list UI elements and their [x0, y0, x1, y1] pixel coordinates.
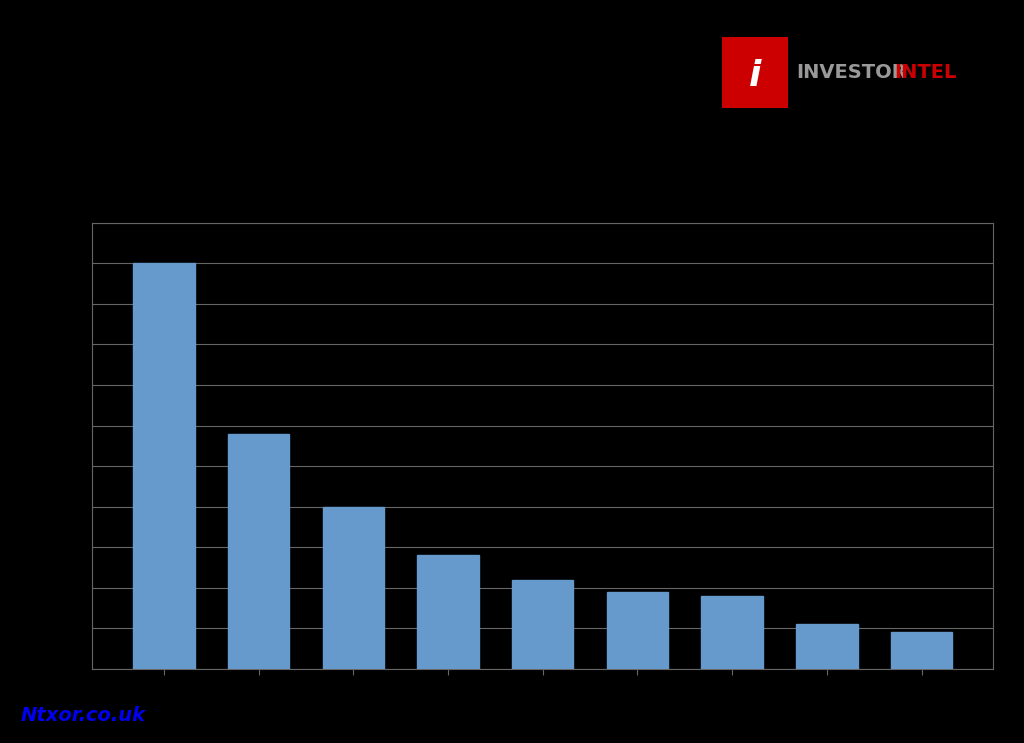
- Text: INTEL: INTEL: [894, 63, 956, 82]
- Bar: [133, 264, 195, 669]
- Bar: [323, 507, 384, 669]
- Bar: [796, 624, 858, 669]
- Bar: [701, 596, 763, 669]
- Bar: [606, 591, 669, 669]
- Bar: [891, 632, 952, 669]
- Text: Ntxor.co.uk: Ntxor.co.uk: [20, 706, 145, 724]
- Bar: [512, 580, 573, 669]
- Bar: [417, 555, 479, 669]
- Text: INVESTOR: INVESTOR: [797, 63, 907, 82]
- Text: i: i: [749, 59, 762, 93]
- Bar: [227, 434, 290, 669]
